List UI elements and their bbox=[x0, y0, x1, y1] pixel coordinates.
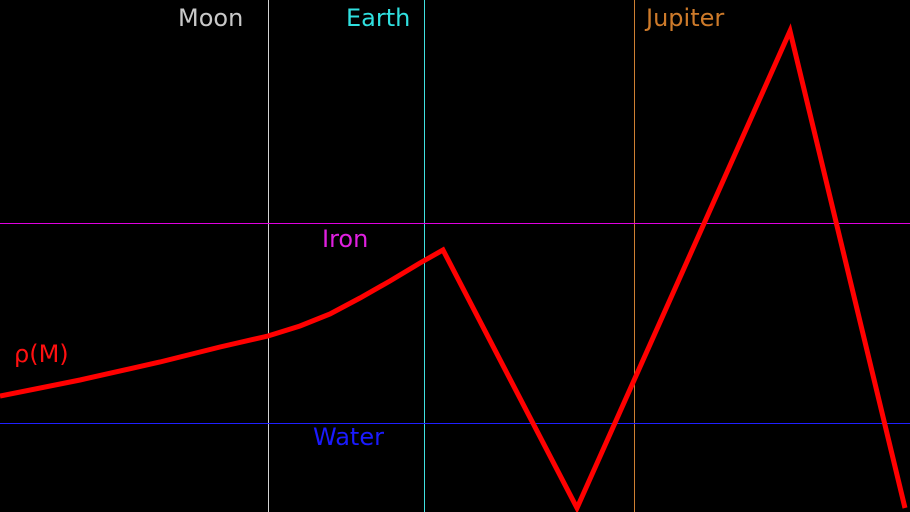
series-label: ρ(M) bbox=[14, 340, 69, 368]
vline-label-moon: Moon bbox=[178, 4, 243, 32]
hline-label-water: Water bbox=[313, 423, 384, 451]
reference-labels: Moon Earth Jupiter Iron Water ρ(M) bbox=[14, 4, 724, 451]
series-layer bbox=[0, 23, 908, 512]
vline-label-earth: Earth bbox=[346, 4, 410, 32]
hline-label-iron: Iron bbox=[322, 225, 368, 253]
vline-label-jupiter: Jupiter bbox=[644, 4, 724, 32]
series-line-rho bbox=[0, 23, 908, 512]
